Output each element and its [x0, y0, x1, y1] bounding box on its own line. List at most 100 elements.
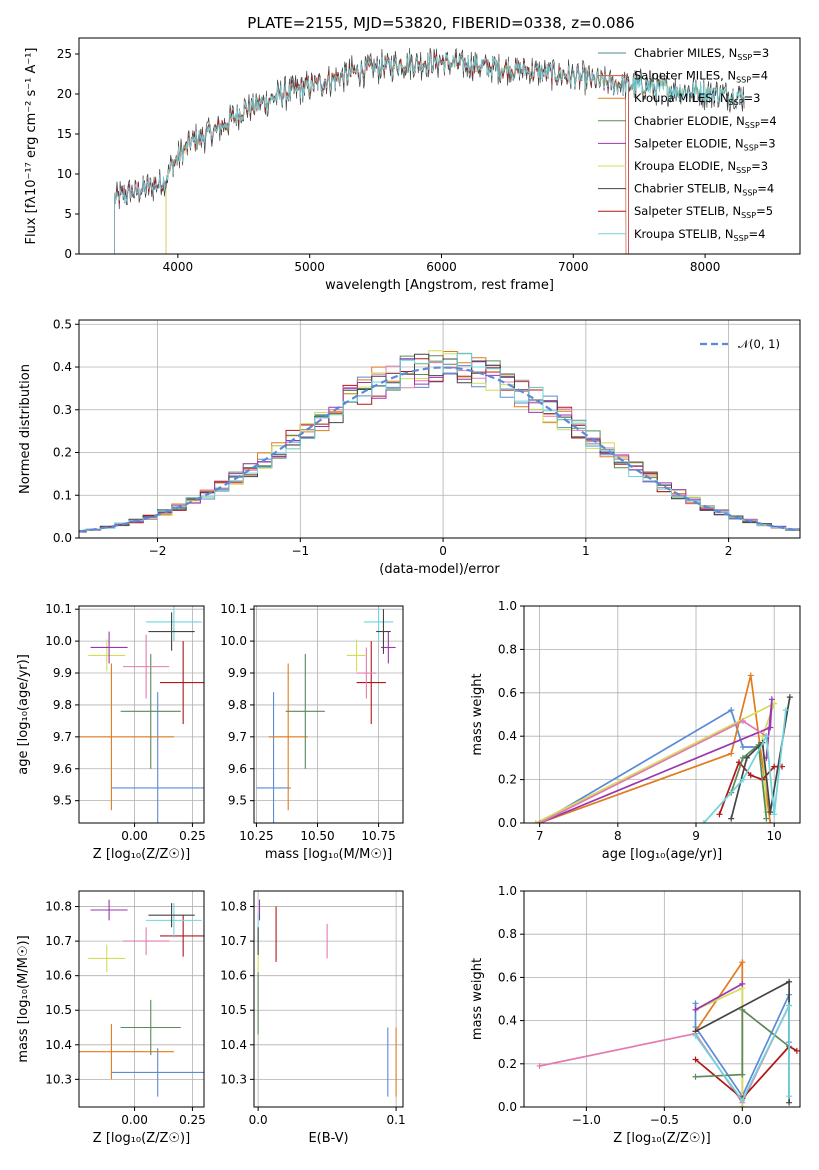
data-point — [120, 999, 181, 1056]
data-point — [79, 663, 174, 811]
x-tick-label: 4000 — [163, 260, 194, 274]
spectrum-series-line — [114, 53, 745, 205]
weight-marker — [728, 707, 735, 714]
legend-entry: Salpeter MILES, NSSP=4 — [634, 69, 768, 85]
y-tick-label: 10.1 — [45, 602, 72, 616]
y-tick-label: 0.4 — [53, 360, 72, 374]
y-tick-label: 10.5 — [45, 1003, 72, 1017]
x-tick-label: −0.5 — [650, 1113, 679, 1127]
y-tick-label: 10.4 — [220, 1038, 247, 1052]
x-tick-label: 0.0 — [249, 1113, 268, 1127]
y-tick-label: 0.1 — [53, 488, 72, 502]
x-tick-label: 10.75 — [361, 829, 395, 843]
y-tick-label: 9.6 — [53, 762, 72, 776]
weight-marker — [739, 1097, 746, 1104]
x-axis-label: Z [log₁₀(Z/Z☉)] — [613, 1131, 710, 1146]
spectrum-legend: Chabrier MILES, NSSP=3 Salpeter MILES, NS… — [598, 46, 777, 243]
weight-series-line — [535, 701, 776, 823]
spectrum-frame — [78, 37, 801, 255]
x-axis-label: Z [log₁₀(Z/Z☉)] — [93, 1131, 190, 1146]
x-tick-label: 0 — [439, 544, 447, 558]
mass_vs_ebv-points — [257, 899, 397, 1097]
y-tick-label: 9.8 — [53, 698, 72, 712]
x-tick-label: 7 — [536, 829, 544, 843]
x-axis-label: E(B-V) — [308, 1131, 348, 1146]
data-point — [79, 1024, 174, 1080]
legend-entry: Chabrier MILES, NSSP=3 — [634, 46, 769, 62]
x-tick-label: 0.1 — [387, 1113, 406, 1127]
weight-series-line — [695, 1008, 790, 1078]
y-tick-label: 9.8 — [228, 698, 247, 712]
y-tick-label: 10 — [57, 167, 72, 181]
y-tick-label: 15 — [57, 127, 72, 141]
age_vs_mass-frame — [253, 605, 404, 824]
weight-marker — [739, 980, 746, 987]
weight-marker — [786, 694, 793, 701]
y-tick-label: 10.7 — [220, 934, 247, 948]
x-tick-label: 5000 — [294, 260, 325, 274]
y-tick-label: 0.0 — [498, 1100, 517, 1114]
x-tick-label: 0.00 — [121, 829, 148, 843]
weight-series-line — [694, 1005, 790, 1103]
weight-marker — [786, 1002, 793, 1009]
data-point — [285, 653, 325, 769]
x-tick-label: 8000 — [690, 260, 721, 274]
weight-marker — [739, 718, 746, 725]
legend-entry: Salpeter STELIB, NSSP=5 — [634, 204, 773, 220]
y-tick-label: 10.3 — [220, 1072, 247, 1086]
age_vs_Z-points — [79, 606, 204, 823]
weight-marker — [739, 1071, 746, 1078]
y-axis-label: mass weight — [470, 673, 485, 755]
weight-marker — [716, 811, 723, 818]
data-point — [376, 609, 391, 654]
age_vs_mass-points — [256, 606, 396, 823]
y-axis-label: age [log₁₀(age/yr)] — [16, 654, 31, 775]
x-tick-label: 10 — [767, 829, 782, 843]
weight-marker — [767, 724, 774, 731]
y-tick-label: 1.0 — [498, 884, 517, 898]
weight-marker — [743, 754, 750, 761]
y-tick-label: 9.5 — [228, 794, 247, 808]
y-tick-label: 0.0 — [53, 531, 72, 545]
weight-marker — [728, 815, 735, 822]
x-tick-label: 2 — [725, 544, 733, 558]
y-tick-label: 10.4 — [45, 1038, 72, 1052]
spectrum-axes: 4000 5000 6000 7000 8000 0 5 10 15 20 25 wavelength… — [24, 47, 720, 293]
y-tick-label: 0.3 — [53, 403, 72, 417]
weight-series-line — [539, 675, 772, 823]
x-tick-label: 7000 — [558, 260, 589, 274]
data-point — [88, 944, 126, 973]
y-tick-label: 20 — [57, 87, 72, 101]
age_vs_Z-axes: 0.00 0.25 9.5 9.6 9.7 9.8 9.9 10.0 10.1 Z [log₁₀(… — [16, 602, 206, 862]
legend-entry: Kroupa STELIB, NSSP=4 — [634, 227, 765, 243]
spectrum-series-line — [114, 52, 627, 254]
y-tick-label: 0 — [64, 247, 72, 261]
weight-marker — [692, 1032, 699, 1039]
y-tick-label: 5 — [64, 207, 72, 221]
data-point — [120, 653, 181, 769]
mass_vs_Z-frame — [78, 890, 205, 1108]
y-tick-label: 10.8 — [45, 900, 72, 914]
weight-marker — [786, 1093, 793, 1100]
y-tick-label: 0.0 — [498, 816, 517, 830]
x-tick-label: 0.0 — [733, 1113, 752, 1127]
y-tick-label: 0.4 — [498, 1014, 517, 1028]
y-tick-label: 0.2 — [53, 446, 72, 460]
weight-series-line — [730, 743, 768, 819]
x-tick-label: −2 — [149, 544, 167, 558]
x-tick-label: 10.50 — [300, 829, 334, 843]
weight-marker — [767, 820, 774, 823]
y-tick-label: 0.4 — [498, 729, 517, 743]
weight-marker — [739, 744, 746, 751]
weight-marker — [771, 811, 778, 818]
data-point — [111, 692, 204, 823]
data-point — [148, 903, 195, 928]
y-tick-label: 10.6 — [220, 969, 247, 983]
weight-marker — [747, 772, 754, 779]
x-axis-label: wavelength [Angstrom, rest frame] — [325, 278, 554, 293]
weight-series-line — [695, 983, 743, 1011]
spectrum-lines — [114, 47, 745, 254]
weight-marker — [700, 820, 707, 823]
x-axis-label: mass [log₁₀(M/M☉)] — [265, 847, 392, 862]
